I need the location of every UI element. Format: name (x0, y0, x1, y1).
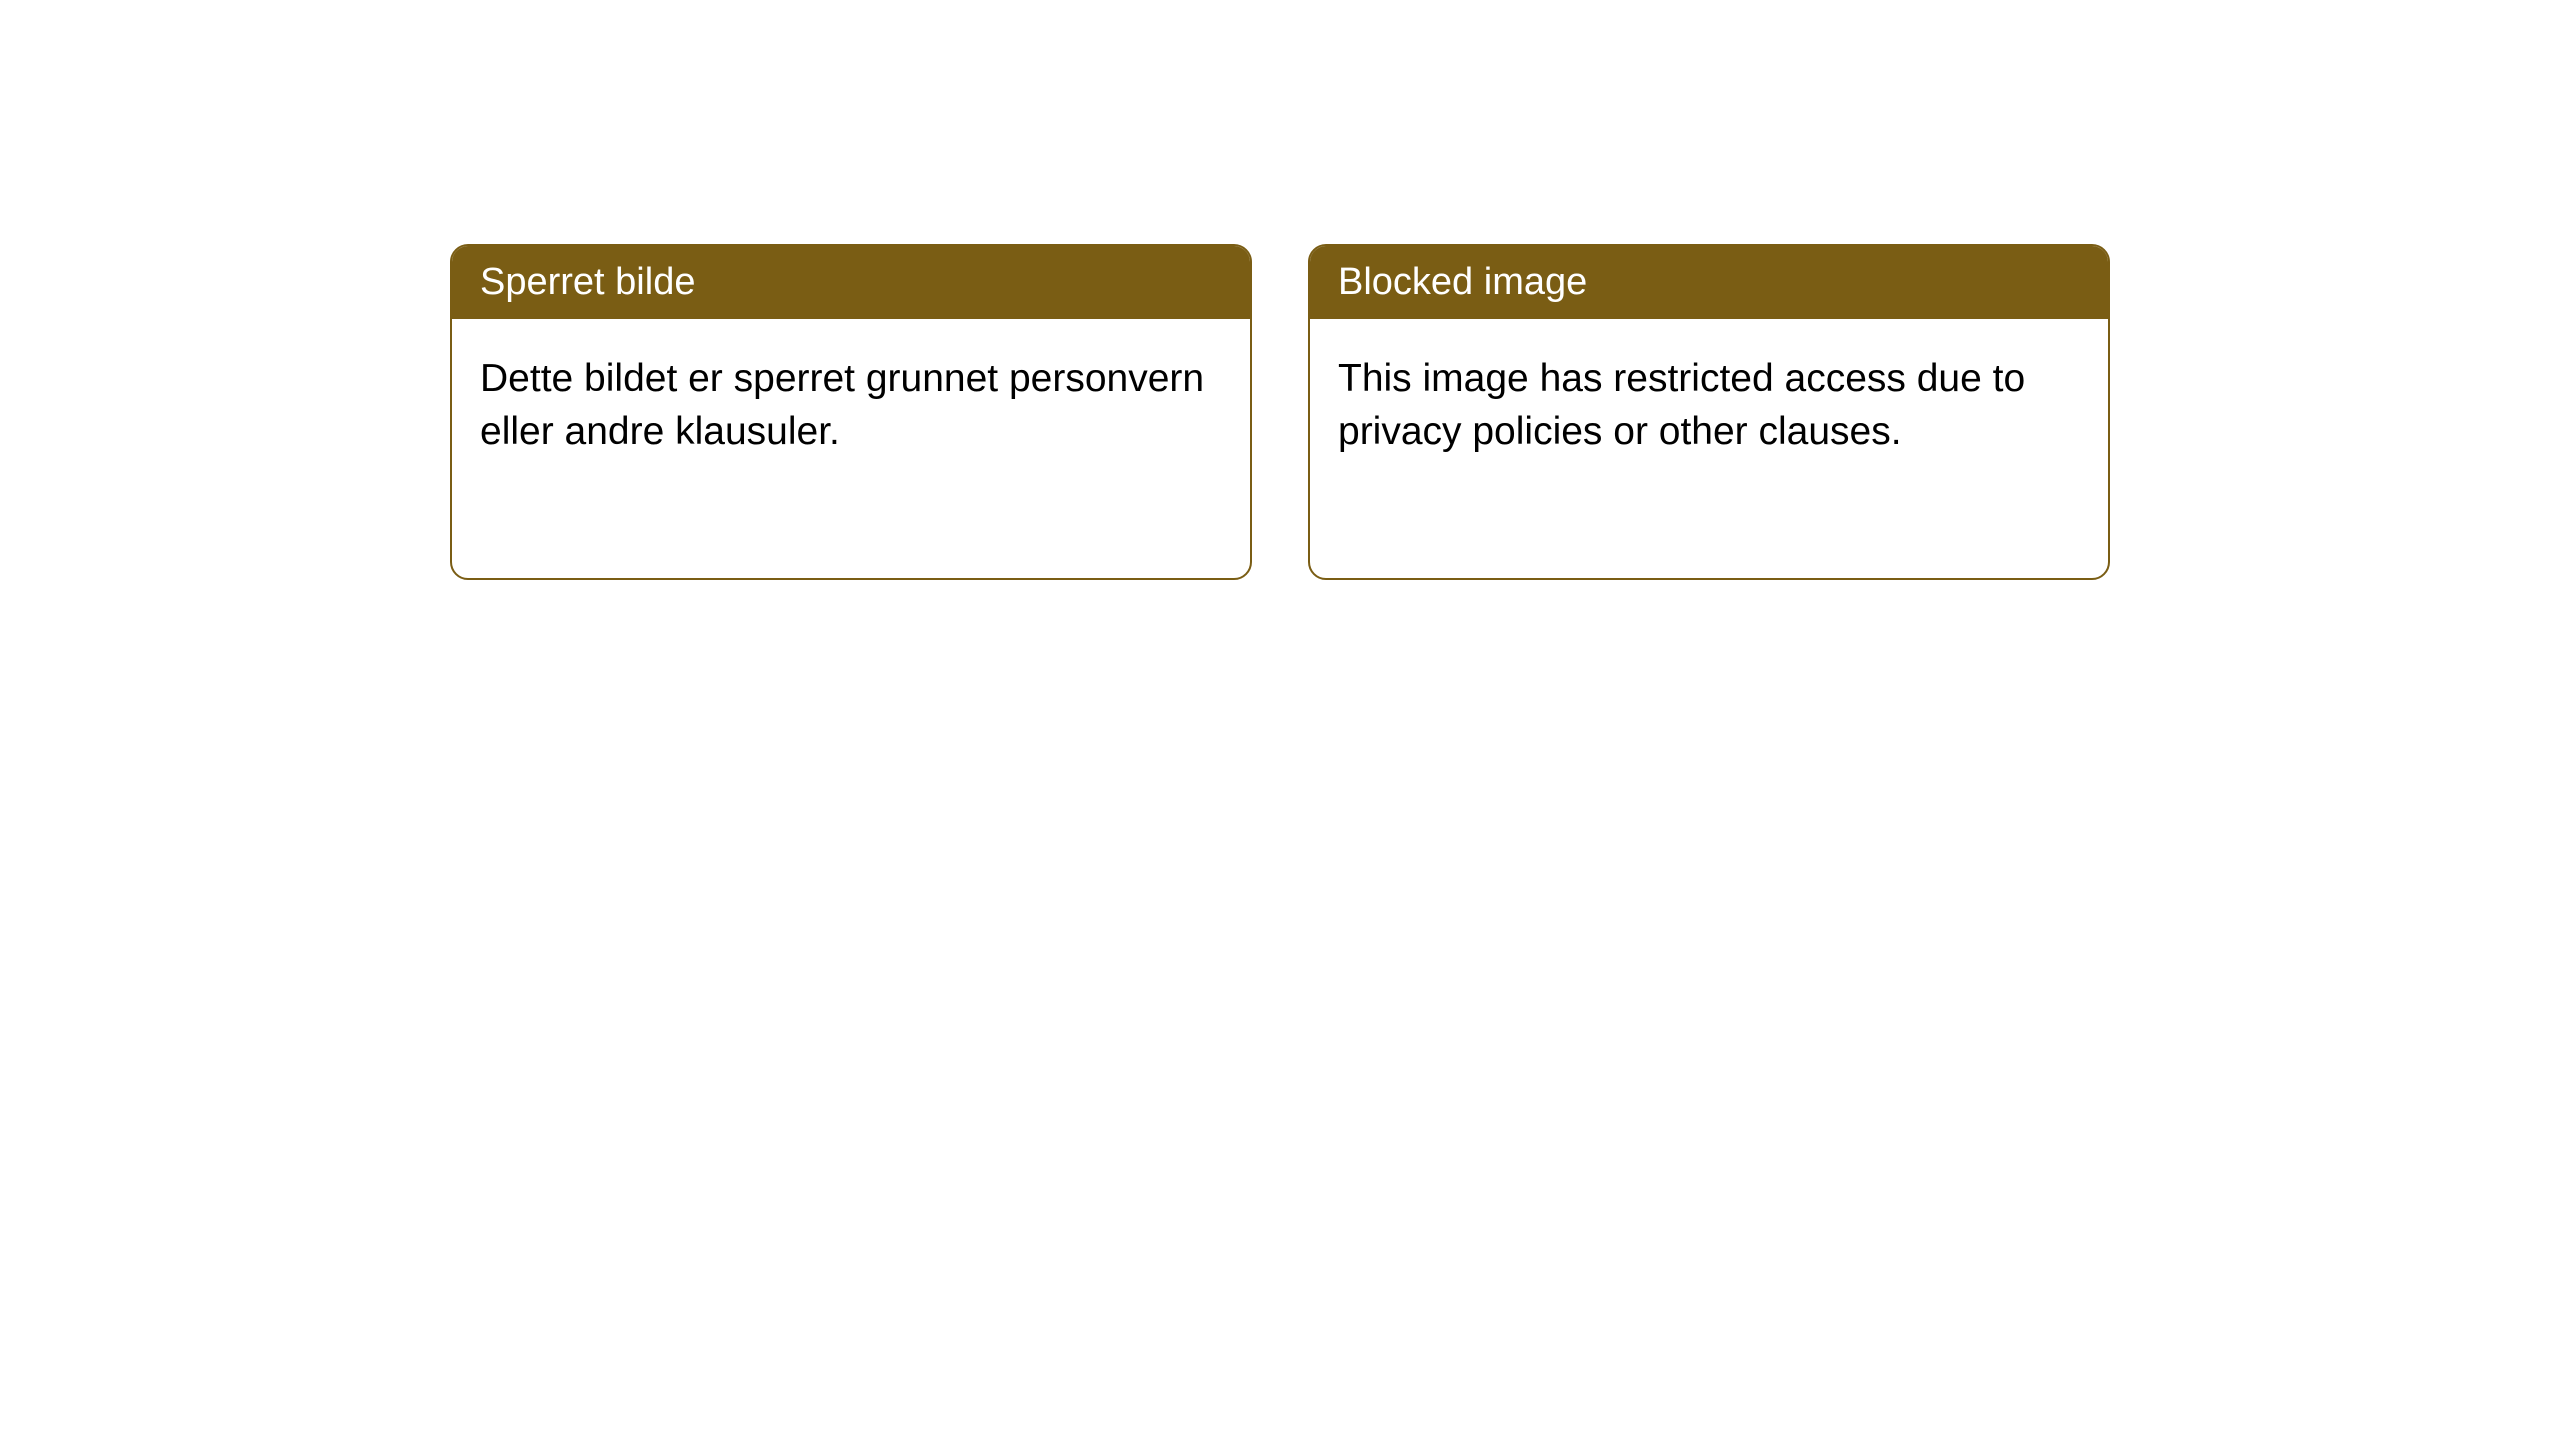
card-body-text: Dette bildet er sperret grunnet personve… (480, 357, 1204, 453)
card-header: Sperret bilde (452, 246, 1250, 319)
notice-card-norwegian: Sperret bilde Dette bildet er sperret gr… (450, 244, 1252, 580)
notice-card-english: Blocked image This image has restricted … (1308, 244, 2110, 580)
card-body: This image has restricted access due to … (1310, 319, 2108, 492)
card-header: Blocked image (1310, 246, 2108, 319)
card-body-text: This image has restricted access due to … (1338, 357, 2025, 453)
notice-cards-container: Sperret bilde Dette bildet er sperret gr… (450, 244, 2110, 580)
card-title: Blocked image (1338, 261, 1587, 303)
card-title: Sperret bilde (480, 261, 695, 303)
card-body: Dette bildet er sperret grunnet personve… (452, 319, 1250, 492)
